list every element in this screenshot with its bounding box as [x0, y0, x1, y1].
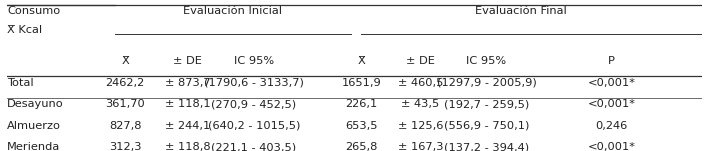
Text: 827,8: 827,8 [109, 121, 142, 131]
Text: (1790,6 - 3133,7): (1790,6 - 3133,7) [203, 78, 303, 88]
Text: 312,3: 312,3 [109, 142, 142, 151]
Text: (192,7 - 259,5): (192,7 - 259,5) [444, 99, 529, 109]
Text: IC 95%: IC 95% [234, 56, 274, 66]
Text: Evaluación Inicial: Evaluación Inicial [184, 6, 282, 16]
Text: (137,2 - 394,4): (137,2 - 394,4) [444, 142, 529, 151]
Text: ± 118,8: ± 118,8 [165, 142, 211, 151]
Text: IC 95%: IC 95% [467, 56, 506, 66]
Text: ± 873,7: ± 873,7 [165, 78, 211, 88]
Text: 226,1: 226,1 [345, 99, 378, 109]
Text: Desayuno: Desayuno [7, 99, 64, 109]
Text: ± 167,3: ± 167,3 [398, 142, 443, 151]
Text: P: P [608, 56, 615, 66]
Text: 653,5: 653,5 [345, 121, 378, 131]
Text: ± 125,6: ± 125,6 [398, 121, 443, 131]
Text: (221,1 - 403,5): (221,1 - 403,5) [211, 142, 296, 151]
Text: X̅: X̅ [357, 56, 365, 66]
Text: Merienda: Merienda [7, 142, 60, 151]
Text: 0,246: 0,246 [596, 121, 627, 131]
Text: X̅ Kcal: X̅ Kcal [7, 25, 43, 35]
Text: Total: Total [7, 78, 34, 88]
Text: Consumo: Consumo [7, 6, 60, 16]
Text: 265,8: 265,8 [345, 142, 378, 151]
Text: (556,9 - 750,1): (556,9 - 750,1) [444, 121, 529, 131]
Text: ± DE: ± DE [406, 56, 435, 66]
Text: 361,70: 361,70 [106, 99, 145, 109]
Text: 1651,9: 1651,9 [342, 78, 381, 88]
Text: <0,001*: <0,001* [588, 99, 635, 109]
Text: (1297,9 - 2005,9): (1297,9 - 2005,9) [437, 78, 537, 88]
Text: ± 43,5: ± 43,5 [401, 99, 440, 109]
Text: Evaluación Final: Evaluación Final [475, 6, 567, 16]
Text: X̅: X̅ [121, 56, 129, 66]
Text: ± 118,1: ± 118,1 [165, 99, 211, 109]
Text: <0,001*: <0,001* [588, 142, 635, 151]
Text: ± 244,1: ± 244,1 [165, 121, 211, 131]
Text: (270,9 - 452,5): (270,9 - 452,5) [211, 99, 296, 109]
Text: 2462,2: 2462,2 [106, 78, 145, 88]
Text: <0,001*: <0,001* [588, 78, 635, 88]
Text: ± 460,5: ± 460,5 [398, 78, 443, 88]
Text: ± DE: ± DE [173, 56, 202, 66]
Text: (640,2 - 1015,5): (640,2 - 1015,5) [208, 121, 300, 131]
Text: Almuerzo: Almuerzo [7, 121, 61, 131]
